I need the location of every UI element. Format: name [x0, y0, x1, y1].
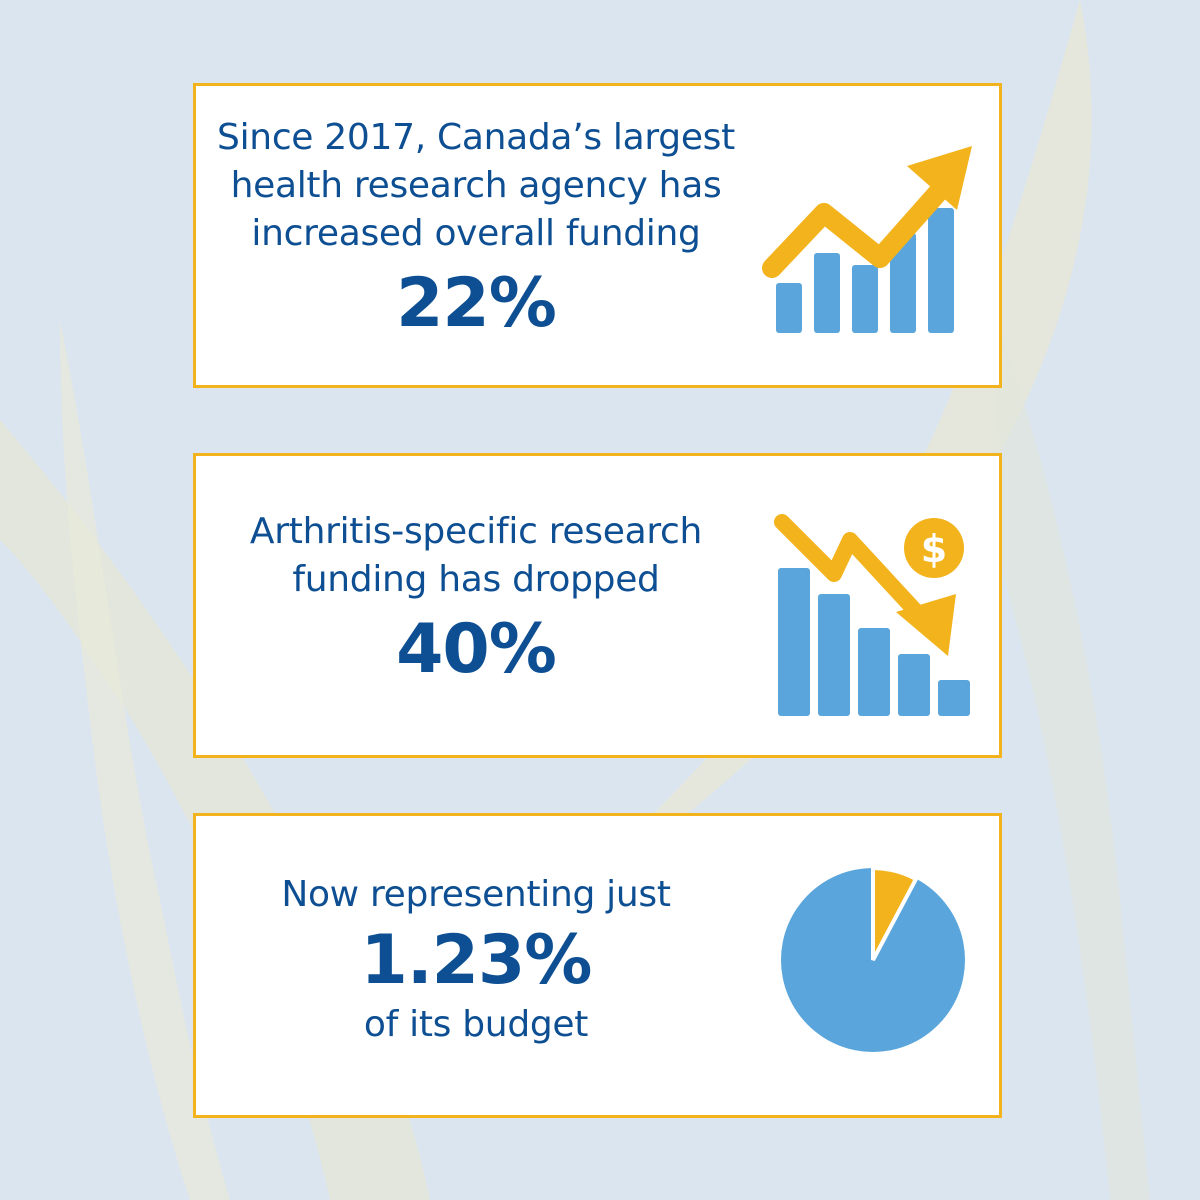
budget-share-text: Now representing just 1.23% of its budge…	[196, 871, 756, 1049]
share-line-before: Now representing just	[281, 874, 671, 915]
share-value: 1.23%	[360, 921, 593, 1000]
funding-increase-text: Since 2017, Canada’s largest health rese…	[196, 114, 756, 344]
increase-line-2: health research agency has	[230, 165, 722, 206]
dollar-sign: $	[921, 527, 947, 571]
decrease-value: 40%	[396, 610, 557, 689]
funding-increase-card: Since 2017, Canada’s largest health rese…	[193, 83, 1002, 388]
decrease-line-1: Arthritis-specific research	[249, 511, 703, 552]
falling-bar-chart-dollar-icon: $	[774, 514, 970, 716]
decrease-line-2: funding has dropped	[292, 559, 660, 600]
funding-decrease-card: Arthritis-specific research funding has …	[193, 453, 1002, 758]
rising-bar-chart-icon	[762, 146, 972, 333]
share-line-after: of its budget	[363, 1004, 589, 1045]
pie-highlight-slice	[871, 865, 919, 961]
funding-decrease-text: Arthritis-specific research funding has …	[196, 508, 756, 690]
increase-line-1: Since 2017, Canada’s largest	[217, 117, 735, 158]
increase-value: 22%	[396, 264, 557, 343]
increase-line-3: increased overall funding	[251, 213, 701, 254]
budget-share-card: Now representing just 1.23% of its budge…	[193, 813, 1002, 1118]
dollar-coin-icon	[904, 518, 964, 578]
pie-chart-icon	[781, 865, 965, 1052]
